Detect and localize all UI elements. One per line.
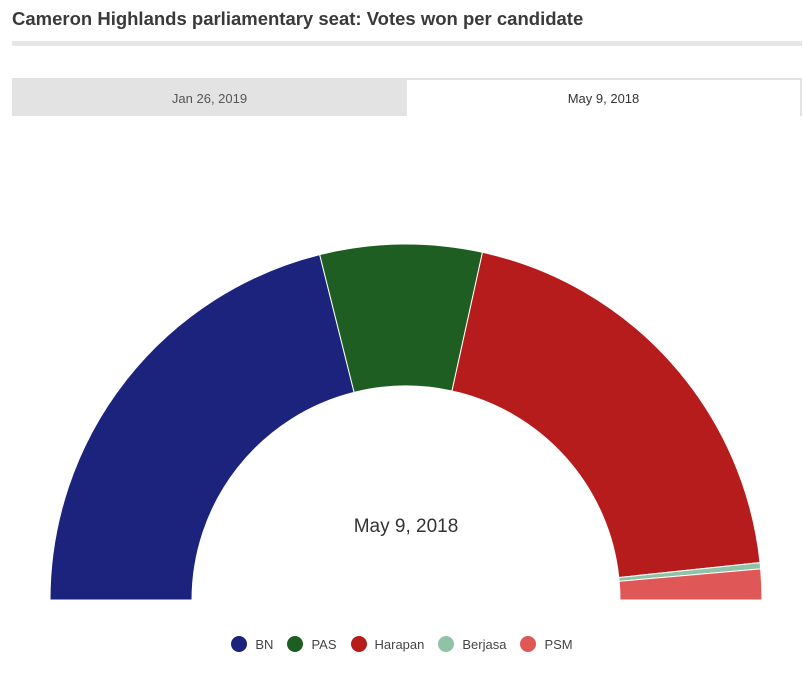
chart-legend: BN PAS Harapan Berjasa PSM: [0, 633, 804, 655]
legend-swatch: [438, 636, 455, 652]
date-tabs: Jan 26, 2019 May 9, 2018: [12, 78, 802, 116]
legend-label: PAS: [311, 636, 337, 652]
tab-jan-26-2019[interactable]: Jan 26, 2019: [12, 78, 407, 116]
legend-swatch: [520, 636, 537, 652]
legend-swatch: [231, 636, 248, 652]
legend-label: PSM: [544, 636, 573, 652]
slice-bn[interactable]: [49, 254, 355, 601]
chart-title: Cameron Highlands parliamentary seat: Vo…: [12, 8, 584, 29]
legend-label: Harapan: [374, 636, 425, 652]
legend-label: Berjasa: [462, 636, 507, 652]
slice-harapan[interactable]: [451, 251, 761, 579]
legend-swatch: [287, 636, 304, 652]
legend-item-berjasa[interactable]: Berjasa: [438, 636, 506, 652]
legend-item-bn[interactable]: BN: [231, 636, 273, 652]
slice-psm[interactable]: [618, 568, 763, 601]
legend-item-harapan[interactable]: Harapan: [350, 636, 425, 652]
legend-swatch: [350, 636, 367, 652]
legend-label: BN: [255, 636, 274, 652]
title-divider: [12, 41, 802, 46]
legend-item-pas[interactable]: PAS: [287, 636, 337, 652]
legend-item-psm[interactable]: PSM: [520, 636, 573, 652]
semi-donut-chart: May 9, 2018: [49, 243, 763, 601]
tab-may-9-2018[interactable]: May 9, 2018: [407, 78, 802, 116]
chart-center-label: May 9, 2018: [354, 516, 459, 537]
chart-slices: [49, 243, 763, 601]
